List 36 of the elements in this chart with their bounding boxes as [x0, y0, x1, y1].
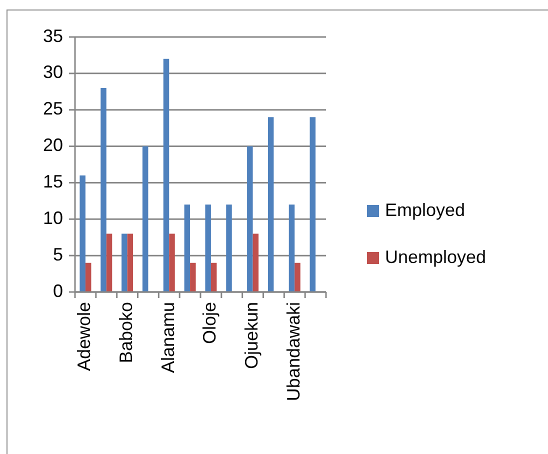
bar	[268, 117, 274, 292]
bar	[169, 234, 175, 292]
bar	[127, 234, 134, 292]
bar	[106, 234, 112, 292]
x-tick-label: Baboko	[116, 302, 136, 364]
y-tick-label: 15	[42, 171, 63, 192]
bar	[184, 204, 190, 292]
bar	[163, 58, 170, 292]
y-tick-label: 20	[42, 135, 63, 156]
bar	[80, 175, 86, 292]
y-tick-label: 10	[42, 208, 63, 228]
x-tick-label: Ubandawaki	[283, 302, 304, 402]
bar	[85, 262, 92, 292]
x-tick-label: Ojuekun	[242, 302, 262, 370]
bar	[226, 204, 232, 292]
bar	[310, 117, 316, 292]
bar	[247, 146, 253, 292]
bar	[190, 262, 196, 292]
x-tick-label: Adewole	[74, 302, 94, 372]
y-tick-label: 30	[42, 62, 63, 82]
y-tick-label: 25	[42, 98, 63, 119]
y-tick-label: 5	[52, 244, 63, 264]
bar	[100, 88, 106, 292]
bar	[210, 262, 217, 292]
bar	[122, 234, 128, 292]
bar	[252, 234, 259, 292]
bar	[294, 262, 300, 292]
bar	[142, 146, 148, 292]
x-tick-label: Oloje	[200, 302, 220, 344]
bar	[205, 204, 211, 292]
legend-label: Unemployed	[385, 246, 486, 267]
legend-label: Employed	[385, 200, 466, 220]
bar	[288, 204, 295, 292]
y-tick-label: 35	[42, 26, 63, 46]
y-tick-label: 0	[52, 280, 63, 301]
x-tick-label: Alanamu	[158, 302, 178, 374]
